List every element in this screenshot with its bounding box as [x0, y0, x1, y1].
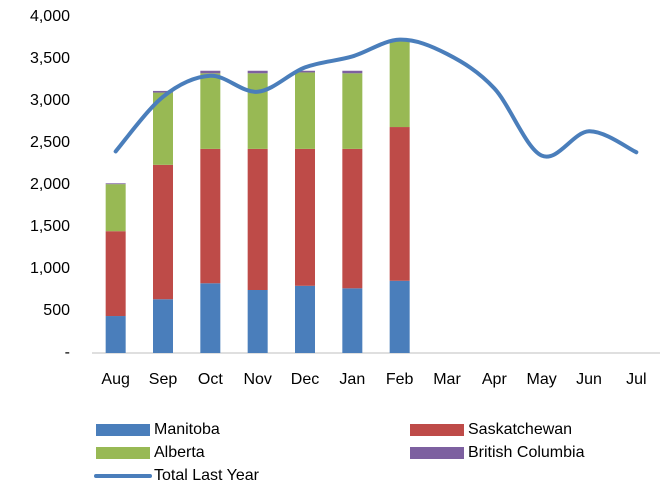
x-tick-label: Nov	[243, 371, 271, 388]
bar-segment	[200, 283, 221, 353]
bar-segment	[342, 70, 363, 74]
bar-segment	[153, 164, 173, 300]
bar-segment	[295, 70, 315, 73]
x-tick-label: Sep	[149, 371, 178, 388]
y-tick-label: -	[65, 344, 70, 361]
x-tick-label: Jun	[576, 371, 602, 388]
bar-segment	[153, 299, 173, 353]
y-tick-label: 3,500	[30, 50, 70, 67]
x-tick-label: Aug	[101, 371, 129, 388]
x-tick-label: Jan	[339, 371, 365, 388]
bar-segment	[295, 285, 315, 353]
legend-label: British Columbia	[468, 444, 585, 461]
bar-segment	[247, 70, 268, 74]
legend-label: Alberta	[154, 444, 205, 461]
bar-segment	[153, 90, 173, 93]
y-tick-label: 2,500	[30, 134, 70, 151]
legend-swatch	[96, 424, 150, 436]
bar-segment	[200, 70, 221, 74]
legend-swatch	[410, 447, 464, 459]
bar-segment	[342, 148, 363, 289]
bar-segment	[389, 127, 410, 281]
bar-segment	[200, 73, 221, 149]
x-tick-label: Mar	[433, 371, 461, 388]
x-tick-label: Apr	[482, 371, 508, 388]
legend-label: Manitoba	[154, 421, 220, 438]
legend-swatch	[96, 447, 150, 459]
bar-segment	[342, 73, 363, 149]
bar-segment	[153, 92, 173, 165]
legend-label: Total Last Year	[154, 467, 260, 484]
x-tick-label: Dec	[291, 371, 319, 388]
bar-segment	[295, 148, 315, 286]
bar-segment	[200, 148, 221, 284]
legend-swatch	[410, 424, 464, 436]
bar-segment	[295, 72, 315, 149]
bar-segment	[247, 290, 268, 353]
line	[113, 37, 639, 159]
bar-segment	[342, 288, 363, 353]
y-tick-label: 4,000	[30, 8, 70, 25]
x-tick-label: May	[527, 371, 557, 388]
bar-segment	[247, 148, 268, 290]
bar-segment	[105, 183, 126, 185]
y-tick-label: 3,000	[30, 92, 70, 109]
x-tick-label: Oct	[198, 371, 223, 388]
bar-segment	[105, 184, 126, 232]
y-tick-label: 1,000	[30, 260, 70, 277]
bar-segment	[105, 231, 126, 317]
bar-segment	[389, 280, 410, 353]
bar-segment	[247, 73, 268, 149]
y-tick-label: 1,500	[30, 218, 70, 235]
bar-segment	[105, 316, 126, 353]
x-tick-label: Feb	[386, 371, 414, 388]
bar-segment	[389, 39, 410, 128]
x-tick-label: Jul	[626, 371, 646, 388]
y-tick-label: 2,000	[30, 176, 70, 193]
y-tick-label: 500	[43, 302, 70, 319]
legend-label: Saskatchewan	[468, 421, 572, 438]
